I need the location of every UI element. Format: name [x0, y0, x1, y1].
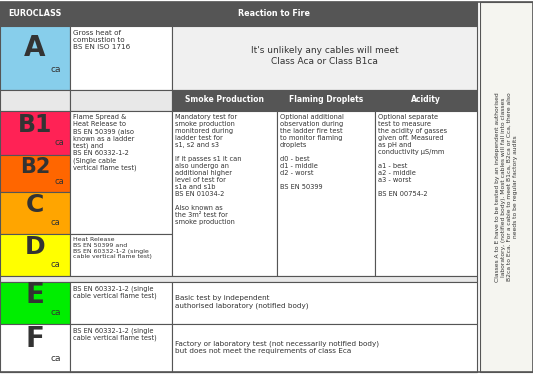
Text: E: E [26, 282, 44, 309]
Text: ca: ca [51, 308, 61, 317]
Bar [0, 234, 70, 276]
Bar [0, 111, 70, 155]
Text: It's unlikely any cables will meet
Class Aca or Class B1ca: It's unlikely any cables will meet Class… [251, 46, 398, 66]
Text: A: A [24, 34, 46, 62]
Bar [172, 90, 277, 111]
Text: Optional separate
test to measure
the acidity of gasses
given off. Measured
as p: Optional separate test to measure the ac… [378, 114, 447, 197]
Text: BS EN 60332-1-2 (single
cable vertical flame test): BS EN 60332-1-2 (single cable vertical f… [73, 285, 157, 299]
Bar [70, 26, 172, 90]
Text: B1: B1 [18, 113, 52, 137]
Bar [277, 90, 375, 111]
Text: D: D [25, 236, 45, 260]
Bar [172, 324, 477, 372]
Bar [0, 282, 70, 324]
Text: ca: ca [51, 354, 61, 363]
Text: Basic test by independent
authorised laboratory (notified body): Basic test by independent authorised lab… [175, 295, 309, 309]
Text: Optional additional
observation during
the ladder fire test
to monitor flaming
d: Optional additional observation during t… [280, 114, 344, 190]
Text: ca: ca [54, 177, 64, 186]
Text: ca: ca [51, 65, 61, 74]
Bar [70, 2, 477, 26]
Text: Classes A to E have to be tested by an independent authorised
laboratory, (notif: Classes A to E have to be tested by an i… [495, 92, 518, 282]
Text: ca: ca [54, 138, 64, 147]
Bar [0, 2, 70, 26]
Bar [172, 111, 277, 276]
Text: Flame Spread &
Heat Release to
BS EN 50399 (also
known as a ladder
test) and
BS : Flame Spread & Heat Release to BS EN 503… [73, 114, 136, 171]
Text: BS EN 60332-1-2 (single
cable vertical flame test): BS EN 60332-1-2 (single cable vertical f… [73, 327, 157, 341]
Text: Smoke Production: Smoke Production [185, 95, 264, 104]
Bar [0, 90, 70, 111]
Bar [70, 234, 172, 276]
Text: Reaction to Fire: Reaction to Fire [238, 9, 310, 18]
Text: Heat Release
BS EN 50399 and
BS EN 60332-1-2 (single
cable vertical flame test): Heat Release BS EN 50399 and BS EN 60332… [73, 237, 152, 260]
Text: EUROCLASS: EUROCLASS [9, 9, 62, 18]
Bar [0, 2, 477, 372]
Bar [172, 282, 477, 324]
Bar [0, 192, 70, 234]
Bar [70, 90, 172, 111]
Bar [0, 324, 70, 372]
Bar [172, 26, 477, 90]
Text: Factory or laboratory test (not necessarily notified body)
but does not meet the: Factory or laboratory test (not necessar… [175, 340, 379, 354]
Text: B2: B2 [20, 157, 50, 177]
Bar [70, 282, 172, 324]
Bar [375, 90, 477, 111]
Bar [0, 26, 70, 90]
Bar [70, 111, 172, 234]
Text: ca: ca [51, 260, 60, 269]
Text: F: F [26, 325, 44, 353]
Text: ca: ca [51, 218, 60, 227]
Bar [480, 2, 533, 372]
Text: Mandatory test for
smoke production
monitored during
ladder test for
s1, s2 and : Mandatory test for smoke production moni… [175, 114, 241, 225]
Text: Flaming Droplets: Flaming Droplets [289, 95, 363, 104]
Bar [277, 111, 375, 276]
Bar [0, 155, 70, 192]
Bar [375, 111, 477, 276]
Text: C: C [26, 193, 44, 217]
Bar [0, 276, 477, 282]
Text: Acidity: Acidity [411, 95, 441, 104]
Text: Gross heat of
combustion to
BS EN ISO 1716: Gross heat of combustion to BS EN ISO 17… [73, 30, 130, 50]
Bar [70, 324, 172, 372]
